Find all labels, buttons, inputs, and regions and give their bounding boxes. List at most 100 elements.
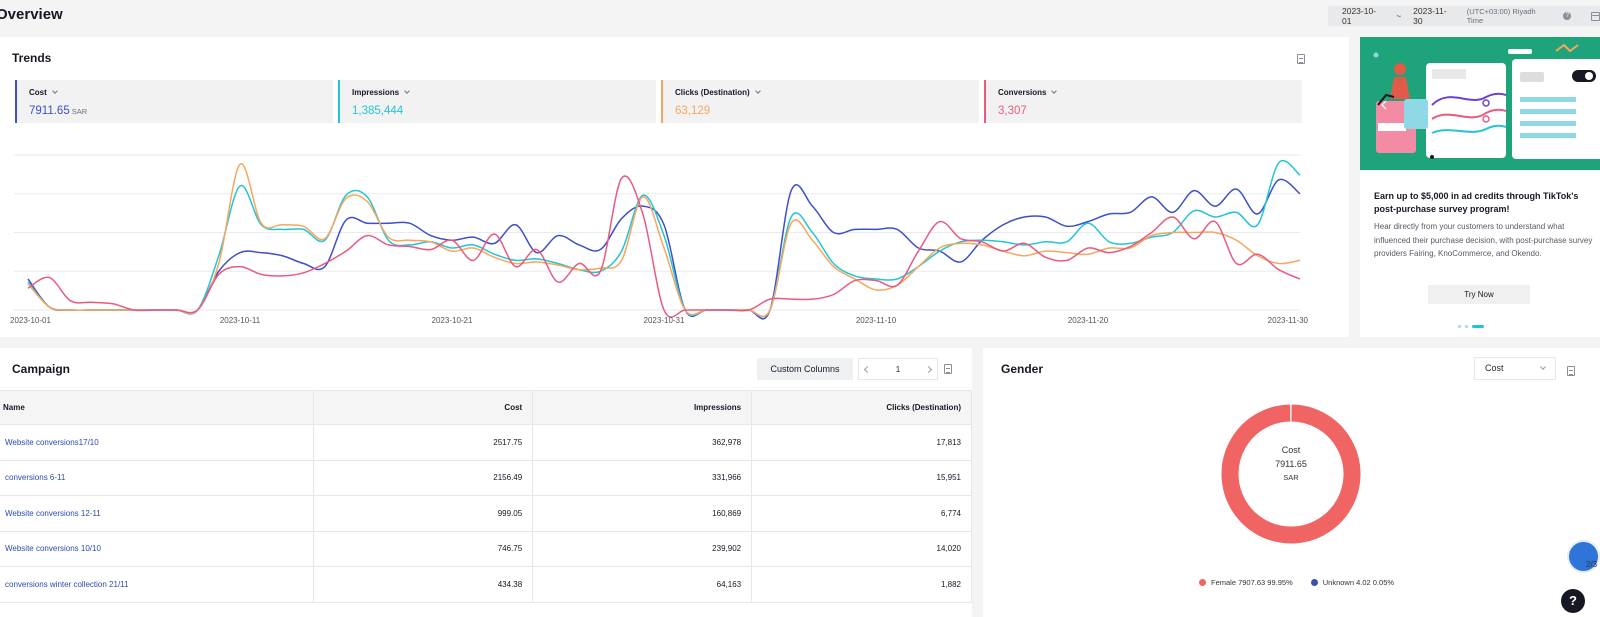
- cost-cell: 434.38: [313, 566, 534, 603]
- chevron-left-icon[interactable]: [863, 365, 872, 373]
- legend-swatch: [1310, 579, 1318, 586]
- carousel-dot[interactable]: [1458, 325, 1461, 328]
- legend-item-unknown[interactable]: Unknown 4.02 0.05%: [1310, 578, 1395, 587]
- calendar-icon[interactable]: [1591, 11, 1600, 21]
- float-counter: 2/3: [1586, 560, 1598, 569]
- carousel-dot[interactable]: [1465, 325, 1468, 328]
- timezone-label: (UTC+03:00) Riyadh Time: [1466, 7, 1536, 25]
- metric-clicks[interactable]: Clicks (Destination) 63,129: [661, 80, 979, 123]
- table-row: Website conversions 10/10 746.75 239,902…: [0, 531, 972, 567]
- campaign-table: Name Cost Impressions Clicks (Destinatio…: [0, 390, 972, 603]
- page-number[interactable]: 1: [895, 364, 901, 374]
- gender-metric-select[interactable]: Cost: [1474, 357, 1556, 380]
- donut-center-value: 7911.65: [1275, 459, 1307, 469]
- carousel-dots[interactable]: [1458, 325, 1484, 328]
- chevron-down-icon[interactable]: [51, 88, 58, 94]
- series-line-clicks-destination[interactable]: [27, 163, 1301, 318]
- x-tick-label: 2023-10-01: [10, 316, 51, 325]
- chevron-down-icon[interactable]: [754, 88, 761, 94]
- table-row: Website conversions17/10 2517.75 362,978…: [0, 424, 972, 461]
- assistant-float-icon[interactable]: [1567, 540, 1600, 573]
- cost-cell: 2156.49: [313, 460, 534, 496]
- metric-value: 63,129: [675, 105, 711, 117]
- series-line-cost[interactable]: [27, 178, 1301, 320]
- campaign-name-link[interactable]: conversions winter collection 21/11: [0, 566, 315, 603]
- legend-label: Female 7907.63 99.95%: [1211, 578, 1293, 587]
- campaign-card: Campaign Custom Columns 1 Name Cost Impr…: [0, 348, 972, 617]
- gender-card: Gender Cost Cost 7911.65 SAR Female 7907…: [983, 348, 1600, 617]
- campaign-name-link[interactable]: Website conversions17/10: [0, 424, 315, 461]
- donut-slice[interactable]: [1220, 403, 1362, 545]
- donut-center-unit: SAR: [1283, 473, 1299, 482]
- legend-swatch: [1199, 579, 1206, 586]
- cost-cell: 999.05: [313, 495, 534, 532]
- column-header-impressions[interactable]: Impressions: [532, 390, 753, 425]
- metric-name: Conversions: [998, 88, 1047, 97]
- chevron-down-icon[interactable]: [404, 88, 410, 94]
- table-row: conversions 6-11 2156.49 331,966 15,951: [0, 460, 972, 496]
- promo-card: Earn up to $5,000 in ad credits through …: [1360, 37, 1600, 337]
- cost-cell: 746.75: [313, 531, 534, 567]
- date-range-picker[interactable]: 2023-10-01 ~ 2023-11-30 (UTC+03:00) Riya…: [1328, 6, 1600, 26]
- campaign-title: Campaign: [12, 362, 71, 376]
- donut-center: Cost 7911.65 SAR: [1211, 443, 1371, 485]
- impressions-cell: 239,902: [532, 531, 753, 567]
- carousel-dot-active[interactable]: [1472, 325, 1484, 328]
- table-row: Website conversions 12-11 999.05 160,869…: [0, 495, 972, 532]
- gender-metric-value: Cost: [1485, 363, 1504, 373]
- metric-name: Clicks (Destination): [675, 88, 750, 97]
- metric-value: 7911.65: [29, 105, 70, 117]
- promo-description: Hear directly from your customers to und…: [1374, 222, 1593, 258]
- x-tick-label: 2023-10-21: [432, 316, 473, 325]
- trend-line-chart[interactable]: 2023-10-01 2023-10-11 2023-10-21 2023-10-31…: [0, 137, 1320, 337]
- help-button[interactable]: ?: [1561, 589, 1585, 613]
- x-tick-label: 2023-11-30: [1268, 316, 1309, 325]
- clicks-cell: 17,813: [751, 424, 972, 461]
- x-tick-label: 2023-11-20: [1068, 316, 1109, 325]
- clicks-cell: 6,774: [751, 495, 972, 532]
- metric-conversions[interactable]: Conversions 3,307: [984, 80, 1302, 123]
- chevron-right-icon[interactable]: [924, 365, 933, 373]
- column-header-clicks[interactable]: Clicks (Destination): [751, 390, 972, 425]
- metric-color-bar: [984, 80, 986, 123]
- campaign-name-link[interactable]: conversions 6-11: [0, 460, 315, 496]
- promo-illustration: [1360, 37, 1600, 170]
- column-header-name[interactable]: Name: [0, 390, 315, 425]
- campaign-name-link[interactable]: Website conversions 10/10: [0, 531, 315, 567]
- impressions-cell: 160,869: [532, 495, 753, 532]
- metric-value: 3,307: [998, 105, 1027, 117]
- date-separator: ~: [1396, 11, 1402, 21]
- custom-columns-button[interactable]: Custom Columns: [757, 358, 853, 380]
- donut-center-label: Cost: [1281, 445, 1301, 455]
- cost-cell: 2517.75: [313, 424, 534, 461]
- series-line-conversions[interactable]: [27, 175, 1301, 318]
- clicks-cell: 14,020: [751, 531, 972, 567]
- x-tick-label: 2023-10-31: [644, 316, 685, 325]
- date-end: 2023-11-30: [1413, 6, 1447, 26]
- campaign-name-link[interactable]: Website conversions 12-11: [0, 495, 315, 532]
- trends-card: Trends Cost 7911.65 SAR Impressions 1,385…: [0, 37, 1349, 337]
- legend-label: Unknown 4.02 0.05%: [1322, 578, 1395, 587]
- try-now-button[interactable]: Try Now: [1428, 285, 1530, 304]
- column-header-cost[interactable]: Cost: [313, 390, 534, 425]
- metric-cost[interactable]: Cost 7911.65 SAR: [15, 80, 333, 123]
- chevron-down-icon[interactable]: [1051, 88, 1058, 94]
- clicks-cell: 1,882: [751, 566, 972, 603]
- series-line-impressions[interactable]: [27, 160, 1301, 318]
- chevron-down-icon: [1540, 364, 1546, 370]
- download-icon[interactable]: [944, 364, 952, 374]
- metric-unit: SAR: [71, 107, 88, 116]
- metric-color-bar: [15, 80, 17, 123]
- help-icon[interactable]: ?: [1563, 12, 1572, 20]
- metric-name: Cost: [29, 88, 47, 97]
- impressions-cell: 331,966: [532, 460, 753, 496]
- impressions-cell: 64,163: [532, 566, 753, 603]
- metric-color-bar: [661, 80, 663, 123]
- download-icon[interactable]: [1567, 366, 1575, 376]
- date-start: 2023-10-01: [1342, 6, 1377, 26]
- legend-item-female[interactable]: Female 7907.63 99.95%: [1199, 578, 1293, 587]
- gender-donut-chart[interactable]: [1211, 394, 1371, 554]
- download-icon[interactable]: [1297, 54, 1305, 64]
- metric-impressions[interactable]: Impressions 1,385,444: [338, 80, 656, 123]
- page-title: Overview: [0, 6, 63, 23]
